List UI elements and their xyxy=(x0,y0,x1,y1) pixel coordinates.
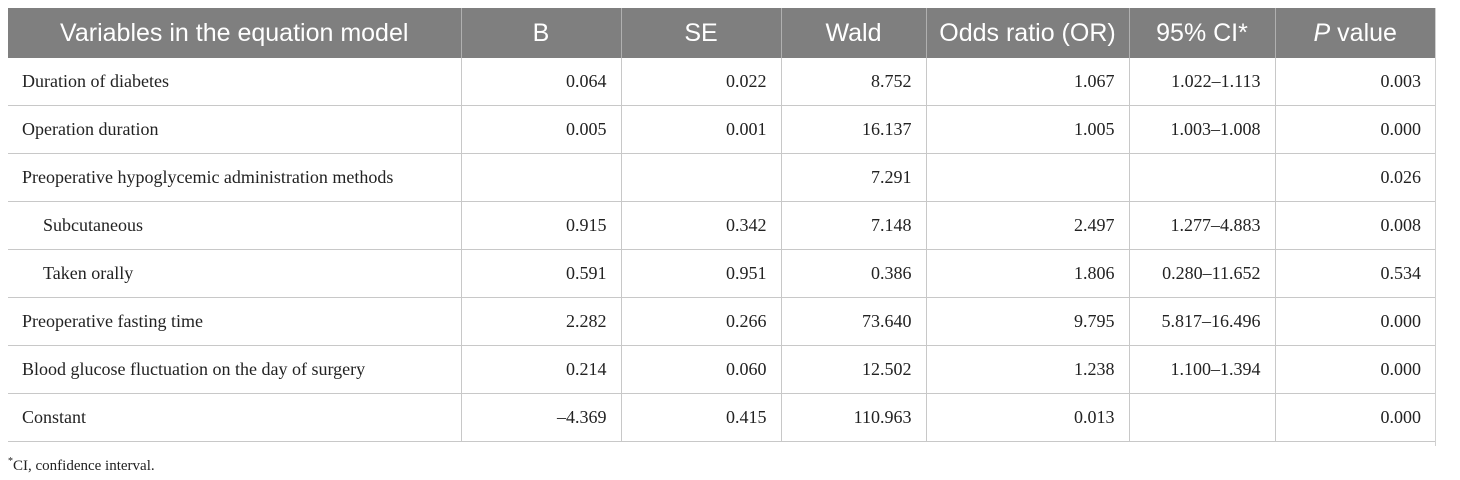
cell-wald: 0.386 xyxy=(780,249,926,298)
cell-wald: 7.291 xyxy=(780,153,926,202)
header-variables: Variables in the equation model xyxy=(8,8,461,58)
cell-wald: 110.963 xyxy=(780,393,926,442)
cell-variable: Operation duration xyxy=(8,105,461,154)
cell-b xyxy=(460,153,621,202)
cell-se xyxy=(620,153,781,202)
cell-wald: 73.640 xyxy=(780,297,926,346)
cell-variable: Preoperative fasting time xyxy=(8,297,461,346)
cell-variable: Subcutaneous xyxy=(8,201,461,250)
footnote-text: CI, confidence interval. xyxy=(13,458,155,474)
cell-or: 1.067 xyxy=(925,58,1129,106)
cell-ci: 1.022–1.113 xyxy=(1128,58,1275,106)
table-row: Duration of diabetes 0.064 0.022 8.752 1… xyxy=(8,58,1435,106)
table-row: Blood glucose fluctuation on the day of … xyxy=(8,345,1435,394)
cell-or: 0.013 xyxy=(925,393,1129,442)
cell-se: 0.001 xyxy=(620,105,781,154)
cell-ci xyxy=(1128,393,1275,442)
header-p-italic: P xyxy=(1313,18,1331,47)
header-wald: Wald xyxy=(780,8,926,58)
table-right-divider xyxy=(1435,8,1436,446)
table-row: Taken orally 0.591 0.951 0.386 1.806 0.2… xyxy=(8,249,1435,298)
cell-or xyxy=(925,153,1129,202)
header-se: SE xyxy=(620,8,781,58)
cell-se: 0.060 xyxy=(620,345,781,394)
header-b: B xyxy=(460,8,621,58)
cell-variable: Blood glucose fluctuation on the day of … xyxy=(8,345,461,394)
cell-p: 0.000 xyxy=(1274,345,1435,394)
cell-se: 0.022 xyxy=(620,58,781,106)
cell-or: 1.238 xyxy=(925,345,1129,394)
cell-ci: 1.277–4.883 xyxy=(1128,201,1275,250)
cell-p: 0.026 xyxy=(1274,153,1435,202)
cell-b: 0.064 xyxy=(460,58,621,106)
cell-ci: 1.100–1.394 xyxy=(1128,345,1275,394)
cell-ci: 1.003–1.008 xyxy=(1128,105,1275,154)
cell-b: 0.591 xyxy=(460,249,621,298)
cell-b: –4.369 xyxy=(460,393,621,442)
cell-wald: 8.752 xyxy=(780,58,926,106)
header-95-ci: 95% CI* xyxy=(1128,8,1275,58)
cell-wald: 12.502 xyxy=(780,345,926,394)
cell-or: 9.795 xyxy=(925,297,1129,346)
table-row: Preoperative hypoglycemic administration… xyxy=(8,153,1435,202)
cell-ci xyxy=(1128,153,1275,202)
footnote-mark: * xyxy=(8,456,13,467)
cell-b: 2.282 xyxy=(460,297,621,346)
cell-ci: 0.280–11.652 xyxy=(1128,249,1275,298)
cell-wald: 7.148 xyxy=(780,201,926,250)
cell-se: 0.342 xyxy=(620,201,781,250)
regression-table-container: Variables in the equation model B SE Wal… xyxy=(8,8,1435,442)
cell-b: 0.005 xyxy=(460,105,621,154)
cell-ci: 5.817–16.496 xyxy=(1128,297,1275,346)
cell-se: 0.266 xyxy=(620,297,781,346)
table-row: Preoperative fasting time 2.282 0.266 73… xyxy=(8,297,1435,346)
table-row: Constant –4.369 0.415 110.963 0.013 0.00… xyxy=(8,393,1435,442)
cell-se: 0.951 xyxy=(620,249,781,298)
table-header-row: Variables in the equation model B SE Wal… xyxy=(8,8,1435,58)
regression-table: Variables in the equation model B SE Wal… xyxy=(8,8,1435,442)
header-p-value: P value xyxy=(1274,8,1435,58)
cell-or: 1.005 xyxy=(925,105,1129,154)
cell-b: 0.214 xyxy=(460,345,621,394)
cell-p: 0.003 xyxy=(1274,58,1435,106)
cell-p: 0.000 xyxy=(1274,393,1435,442)
table-footnote: *CI, confidence interval. xyxy=(8,456,155,475)
cell-variable: Taken orally xyxy=(8,249,461,298)
table-row: Operation duration 0.005 0.001 16.137 1.… xyxy=(8,105,1435,154)
cell-p: 0.000 xyxy=(1274,297,1435,346)
cell-variable: Preoperative hypoglycemic administration… xyxy=(8,153,461,202)
cell-b: 0.915 xyxy=(460,201,621,250)
cell-p: 0.534 xyxy=(1274,249,1435,298)
header-p-rest: value xyxy=(1330,18,1397,47)
cell-p: 0.000 xyxy=(1274,105,1435,154)
table-row: Subcutaneous 0.915 0.342 7.148 2.497 1.2… xyxy=(8,201,1435,250)
cell-variable: Duration of diabetes xyxy=(8,58,461,106)
cell-variable: Constant xyxy=(8,393,461,442)
header-odds-ratio: Odds ratio (OR) xyxy=(925,8,1129,58)
cell-p: 0.008 xyxy=(1274,201,1435,250)
cell-or: 1.806 xyxy=(925,249,1129,298)
cell-or: 2.497 xyxy=(925,201,1129,250)
cell-wald: 16.137 xyxy=(780,105,926,154)
cell-se: 0.415 xyxy=(620,393,781,442)
